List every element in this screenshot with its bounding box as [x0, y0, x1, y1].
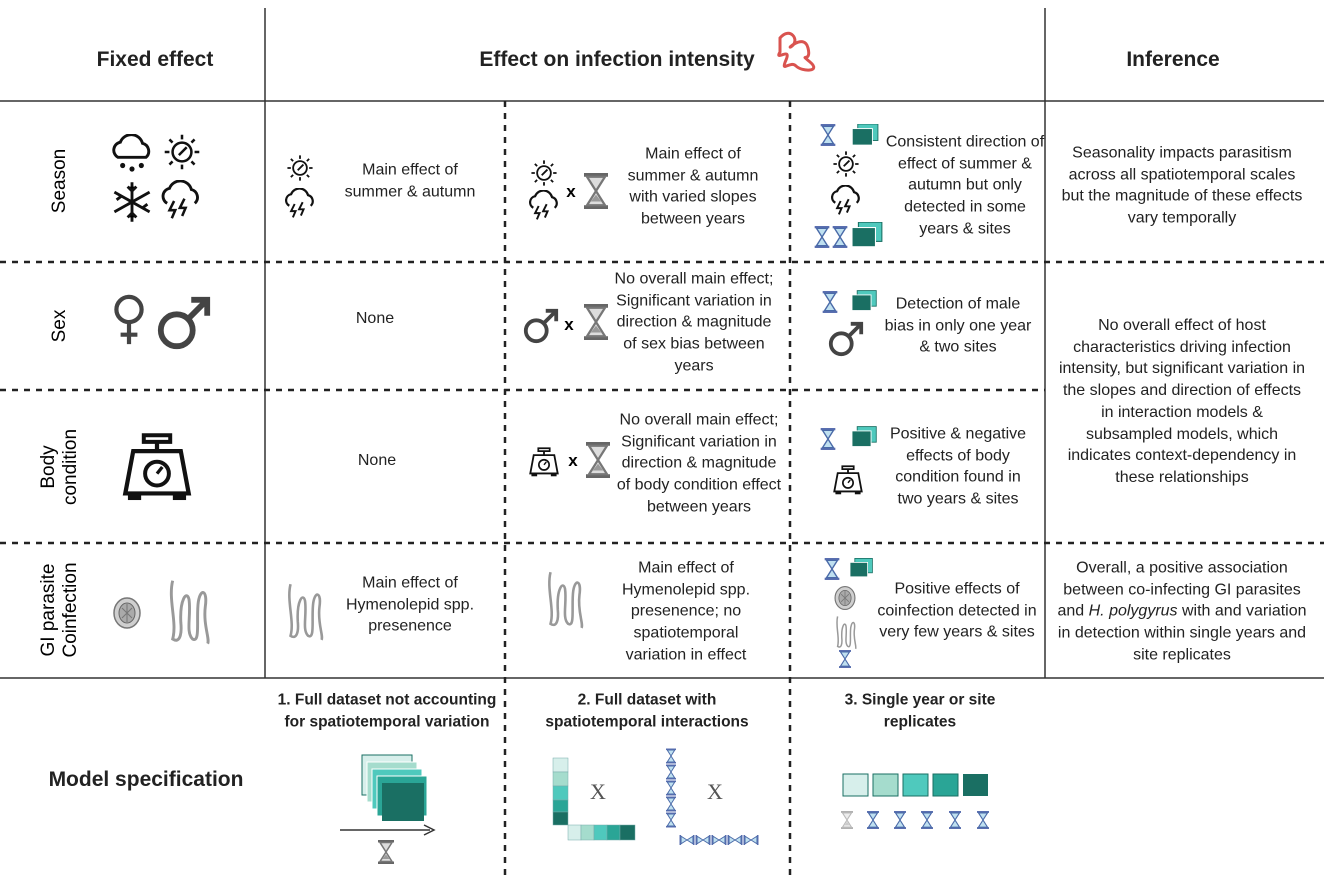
header: Fixed effect	[96, 48, 214, 72]
cell: Consistent direction of effect of summer…	[885, 133, 1045, 238]
header: Inference	[1126, 48, 1220, 72]
times: x	[568, 451, 578, 470]
inference-part: with and variation in detection within s…	[1057, 603, 1307, 664]
header: Effect on infection intensity	[479, 48, 755, 72]
row-label: Season	[49, 148, 70, 214]
inference: Seasonality impacts parasitism across al…	[1061, 144, 1303, 227]
cell: No overall main effect; Significant vari…	[614, 270, 774, 375]
cell: Main effect of Hymenolepid spp. presenen…	[621, 559, 751, 664]
cell: Main effect of summer & autumn with vari…	[627, 145, 759, 228]
row-label: Body condition	[38, 428, 81, 506]
inference: No overall effect of host characteristic…	[1058, 317, 1306, 487]
model-spec: 2. Full dataset with spatiotemporal inte…	[545, 691, 749, 730]
cell: Main effect of Hymenolepid spp. presenen…	[345, 574, 475, 635]
interaction: X	[707, 779, 723, 804]
cell: No overall main effect; Significant vari…	[616, 411, 782, 516]
row-label: GI parasite Coinfection	[38, 562, 81, 658]
cell: Positive effects of coinfection detected…	[877, 580, 1037, 641]
cell: Main effect of summer & autumn	[344, 161, 476, 200]
cell: None	[357, 452, 397, 470]
times: x	[564, 315, 574, 334]
inference-part: Overall, a positive association between …	[1057, 559, 1301, 621]
row-label: Sex	[49, 309, 70, 343]
species: H. polygyrus	[1088, 603, 1178, 621]
model-spec: 3. Single year or site replicates	[844, 691, 996, 730]
cell: Detection of male bias in only one year …	[884, 295, 1032, 356]
model-label: Model specification	[48, 768, 244, 792]
times: x	[566, 182, 576, 201]
cell: Positive & negative effects of body cond…	[889, 425, 1027, 508]
cell: None	[355, 310, 395, 328]
model-spec: 1. Full dataset not accounting for spati…	[277, 691, 497, 730]
parasite-logo	[777, 31, 816, 72]
icons	[112, 124, 989, 864]
interaction: X	[590, 779, 606, 804]
inference: Overall, a positive association between …	[1051, 558, 1313, 667]
